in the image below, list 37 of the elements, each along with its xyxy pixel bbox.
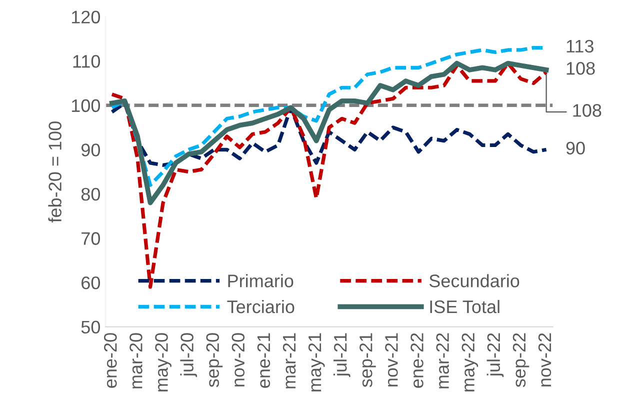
- annotation: 90: [566, 142, 585, 154]
- y-tick-label: 100: [72, 99, 100, 112]
- annotation: 108: [566, 62, 595, 75]
- x-tick-label: ene-22: [410, 333, 424, 388]
- x-tick-label: ene-21: [257, 333, 270, 388]
- x-tick-label: sep-22: [512, 333, 530, 388]
- x-tick-label: mar-21: [282, 333, 296, 388]
- y-tick-label: 120: [72, 10, 100, 24]
- annotation: 113: [566, 40, 594, 53]
- legend-label: Secundario: [429, 274, 520, 288]
- x-tick-label: mar-22: [436, 333, 449, 388]
- x-tick-label: jul-21: [333, 333, 350, 377]
- x-tick-label: jul-22: [486, 333, 504, 377]
- line-series: [110, 60, 549, 206]
- y-tick-label: 60: [82, 276, 100, 290]
- x-tick-label: ene-20: [104, 333, 117, 388]
- x-tick-label: may-20: [155, 333, 172, 392]
- x-tick-label: sep-20: [206, 333, 223, 388]
- legend-label: Primario: [228, 274, 294, 288]
- x-tick-label: may-21: [308, 333, 325, 392]
- x-tick-label: sep-21: [360, 333, 376, 388]
- x-tick-label: nov-21: [385, 333, 398, 386]
- y-tick-label: 50: [81, 320, 100, 334]
- x-tick-label: nov-20: [232, 333, 245, 386]
- y-axis-title: feb-20 = 100: [48, 122, 62, 222]
- x-tick-label: jul-20: [180, 333, 198, 377]
- line-series: [110, 101, 548, 167]
- y-tick-label: 110: [73, 54, 100, 68]
- x-tick-label: may-22: [462, 333, 478, 392]
- legend-label: Terciario: [227, 300, 294, 314]
- annotation: 108: [573, 104, 602, 117]
- y-tick-label: 70: [82, 232, 100, 245]
- x-tick-label: nov-22: [538, 333, 552, 386]
- x-tick-label: mar-20: [130, 333, 142, 388]
- y-tick-label: 80: [81, 188, 100, 201]
- y-tick-label: 90: [81, 144, 100, 156]
- legend-label: ISE Total: [430, 300, 500, 314]
